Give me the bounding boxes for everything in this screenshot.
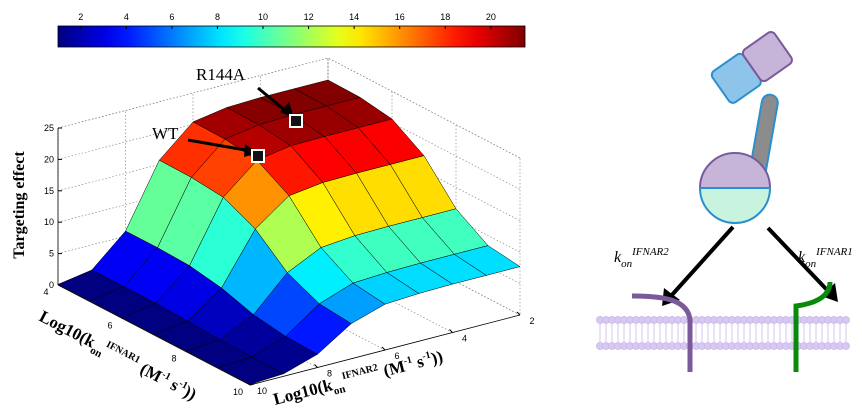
membrane <box>596 316 850 350</box>
z-tick-label: 25 <box>44 123 54 133</box>
lipid <box>842 342 850 350</box>
label-part: (M <box>137 359 165 386</box>
colorbar-tick-label: 18 <box>440 12 450 22</box>
colorbar-tick-label: 4 <box>124 12 129 22</box>
r144a-marker <box>289 114 303 128</box>
label-part: )) <box>429 347 445 368</box>
label-part: (M <box>381 357 407 381</box>
y-tick <box>381 346 386 351</box>
label-part: IFNAR2 <box>631 246 669 258</box>
colorbar-tick-label: 16 <box>395 12 405 22</box>
label-part: k <box>614 249 622 266</box>
domain <box>741 31 793 83</box>
ifnar1 <box>793 281 833 372</box>
x-tick <box>249 383 255 386</box>
label-part: IFNAR1 <box>815 246 853 258</box>
x-tick-label: 8 <box>171 354 176 364</box>
label-part: on <box>333 383 347 398</box>
colorbar-tick-label: 8 <box>215 12 220 22</box>
colorbar-tick-label: 6 <box>169 12 174 22</box>
z-tick-label: 20 <box>44 154 54 164</box>
x-tick-label: 10 <box>233 387 243 397</box>
z-tick-label: 15 <box>44 186 54 196</box>
colorbar-tick-label: 2 <box>78 12 83 22</box>
z-tick-label: 5 <box>49 249 54 259</box>
y-tick-label: 10 <box>257 386 267 396</box>
rate-label: konIFNAR2 <box>614 246 669 270</box>
rate-label: konIFNAR1 <box>798 246 853 270</box>
x-tick-label: 6 <box>107 320 112 330</box>
colorbar-tick-label: 10 <box>258 12 268 22</box>
annotations: WT R144A <box>152 65 303 163</box>
colorbar <box>57 25 526 48</box>
y-tick-label: 4 <box>462 334 467 344</box>
label-part: -1 <box>421 350 432 363</box>
y-tick-label: 2 <box>529 316 534 326</box>
colorbar-tick-label: 20 <box>486 12 496 22</box>
label-part: -1 <box>402 354 413 367</box>
annotation: R144A <box>196 65 246 84</box>
label-part: IFNAR1 <box>104 339 142 366</box>
colorbar-tick-label: 14 <box>349 12 359 22</box>
label-part: IFNAR2 <box>341 362 379 382</box>
label-part: on <box>621 258 633 270</box>
z-tick-label: 0 <box>49 280 54 290</box>
surface-chart: 2 4 6 8 10 12 14 16 18 20 0 5 10 15 20 25 4 6 8 10 10 8 6 4 2 Tar… <box>11 12 535 409</box>
label-part: s <box>410 352 426 373</box>
ifn-complex <box>710 31 793 104</box>
annotation: WT <box>152 124 179 143</box>
lipid <box>842 316 850 324</box>
label-part: Log10(k <box>271 375 335 409</box>
wt-marker <box>251 149 265 163</box>
colorbar-tick-label: 12 <box>304 12 314 22</box>
y-tick-label: 6 <box>394 351 399 361</box>
label-part: on <box>88 344 104 360</box>
label-part: on <box>805 258 817 270</box>
x-tick-label: 4 <box>43 287 48 297</box>
arrow <box>766 226 831 294</box>
ifnar2 <box>631 293 693 372</box>
arrow <box>187 138 252 153</box>
ifn-bottom <box>698 187 772 224</box>
surface-patch <box>217 356 285 385</box>
label-part: Log10(k <box>36 307 99 352</box>
arrow <box>669 225 735 298</box>
diagram: konIFNAR2 konIFNAR1 <box>596 31 853 372</box>
y-tick <box>449 329 453 333</box>
ifn-top <box>698 152 772 189</box>
y-tick <box>314 364 318 368</box>
y-tick <box>516 311 521 316</box>
z-tick-label: 10 <box>44 217 54 227</box>
z-axis-label: Targeting effect <box>11 151 28 259</box>
label-part: k <box>798 249 806 266</box>
arrow <box>257 86 288 114</box>
y-tick-label: 8 <box>327 369 332 379</box>
